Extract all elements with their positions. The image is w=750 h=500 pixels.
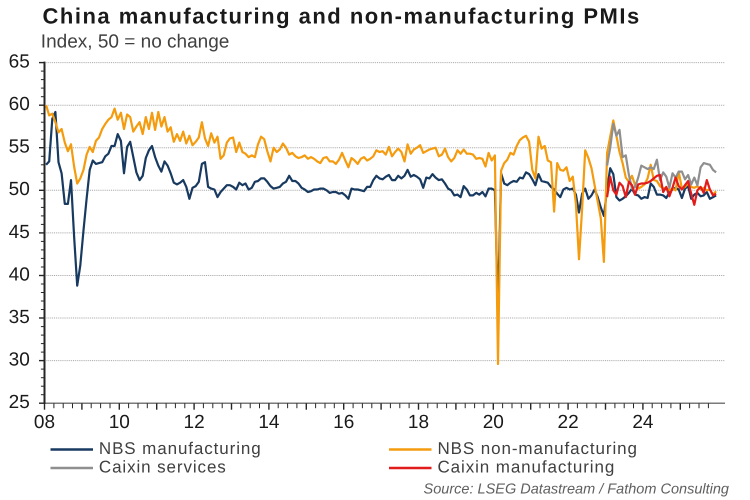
svg-text:25: 25 xyxy=(9,392,30,413)
svg-text:China manufacturing and non-ma: China manufacturing and non-manufacturin… xyxy=(43,4,641,29)
svg-text:18: 18 xyxy=(408,412,429,433)
svg-text:65: 65 xyxy=(9,52,30,73)
svg-text:NBS non-manufacturing: NBS non-manufacturing xyxy=(438,439,638,458)
svg-text:20: 20 xyxy=(483,412,504,433)
svg-text:45: 45 xyxy=(9,222,30,243)
svg-text:24: 24 xyxy=(632,412,654,433)
svg-text:Source: LSEG Datastream / Fath: Source: LSEG Datastream / Fathom Consult… xyxy=(424,482,729,498)
svg-text:40: 40 xyxy=(9,264,30,285)
svg-text:Caixin manufacturing: Caixin manufacturing xyxy=(438,458,616,477)
svg-text:50: 50 xyxy=(9,179,30,200)
svg-text:60: 60 xyxy=(9,94,30,115)
svg-text:55: 55 xyxy=(9,137,30,158)
svg-text:16: 16 xyxy=(333,412,354,433)
svg-text:10: 10 xyxy=(109,412,130,433)
svg-text:NBS manufacturing: NBS manufacturing xyxy=(99,439,262,458)
svg-text:14: 14 xyxy=(258,412,280,433)
svg-text:35: 35 xyxy=(9,307,30,328)
svg-text:08: 08 xyxy=(34,412,55,433)
svg-text:22: 22 xyxy=(558,412,579,433)
svg-text:12: 12 xyxy=(184,412,205,433)
svg-text:Index, 50 = no change: Index, 50 = no change xyxy=(41,31,230,52)
svg-text:30: 30 xyxy=(9,350,30,371)
svg-text:Caixin services: Caixin services xyxy=(99,458,227,477)
